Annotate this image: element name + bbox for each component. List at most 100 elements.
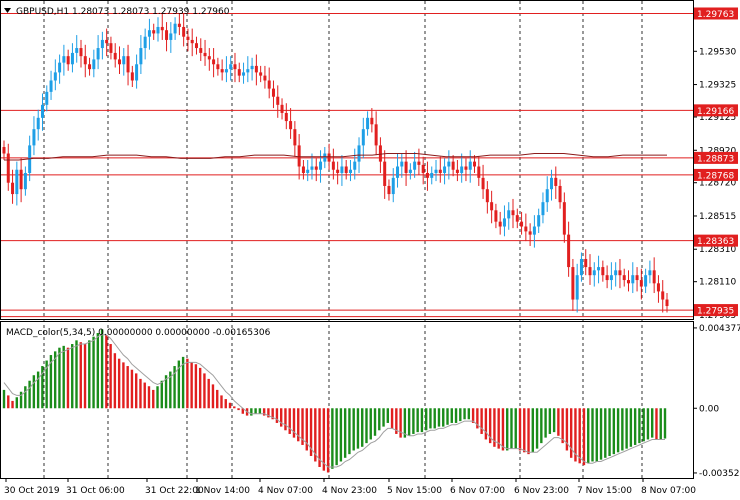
macd-bar: [348, 408, 351, 455]
macd-pane[interactable]: [0, 321, 694, 479]
macd-bar: [7, 395, 10, 409]
macd-bar: [535, 408, 539, 449]
macd-bar: [211, 384, 215, 409]
candle-body: [109, 43, 113, 53]
macd-bar: [552, 408, 556, 433]
candle-body: [75, 48, 79, 53]
macd-bar: [544, 408, 547, 438]
macd-bar: [476, 408, 479, 429]
candle-body: [537, 215, 541, 227]
candle-body: [45, 91, 49, 105]
candle-body: [92, 59, 96, 70]
candle-body: [396, 166, 400, 178]
candle-body: [622, 275, 626, 281]
candle-body: [494, 210, 498, 222]
candle-body: [105, 39, 109, 44]
candle-body: [417, 161, 421, 165]
macd-bar: [173, 366, 176, 409]
candle-body: [473, 161, 477, 167]
macd-bar: [518, 408, 522, 451]
candle-body: [147, 30, 151, 37]
level-label-box: [694, 304, 738, 317]
macd-bar: [488, 408, 492, 444]
candle-body: [284, 112, 288, 122]
candle-body: [173, 23, 177, 34]
time-label: 31 Oct 06:00: [66, 486, 125, 496]
macd-bar: [390, 408, 394, 429]
macd-bar: [318, 408, 321, 467]
candle-body: [267, 80, 271, 89]
time-label: 6 Nov 23:00: [514, 486, 569, 496]
macd-bar: [510, 408, 513, 449]
macd-bar: [181, 356, 185, 409]
candle-body: [152, 30, 156, 34]
candle-body: [588, 267, 592, 276]
macd-bar: [386, 408, 390, 423]
candle-body: [644, 275, 648, 287]
macd-bar: [591, 408, 594, 462]
candle-body: [528, 231, 532, 235]
macd-bar: [36, 371, 40, 409]
candle-body: [485, 189, 489, 203]
candle-body: [541, 202, 545, 216]
candle-body: [242, 72, 246, 76]
macd-bar: [220, 395, 223, 409]
candle-body: [117, 59, 121, 65]
level-label-box: [694, 104, 738, 117]
candle-body: [340, 166, 344, 173]
candle-body: [464, 166, 468, 170]
candle-body: [383, 161, 387, 186]
candle-body: [404, 161, 408, 173]
candle-body: [661, 291, 665, 300]
candle-body: [635, 275, 639, 281]
macd-bar: [501, 408, 505, 451]
candle-body: [79, 48, 83, 57]
macd-bar: [267, 408, 270, 418]
macd-signal-line: [3, 334, 665, 468]
candle-body: [310, 166, 314, 170]
candle-body: [571, 267, 575, 300]
macd-bar: [651, 408, 654, 438]
macd-bar: [412, 408, 415, 434]
candle-body: [597, 267, 601, 271]
macd-bar: [79, 342, 82, 409]
candle-body: [122, 56, 126, 65]
macd-bar: [638, 408, 641, 444]
candle-body: [532, 226, 536, 235]
symbol-dropdown-icon[interactable]: [4, 8, 11, 13]
candle-body: [6, 153, 10, 183]
macd-bar: [416, 408, 419, 433]
macd-bar: [378, 408, 381, 431]
candle-body: [584, 258, 588, 268]
macd-bar: [305, 408, 308, 451]
macd-bar: [531, 408, 534, 453]
candle-body: [11, 182, 15, 195]
macd-bar: [407, 408, 411, 436]
macd-bar: [454, 408, 458, 423]
candle-body: [425, 172, 429, 178]
candle-body: [62, 56, 66, 63]
candle-body: [430, 172, 434, 178]
macd-bar: [595, 408, 598, 462]
candle-body: [601, 267, 605, 276]
macd-tick-label: 0.00: [699, 404, 719, 414]
candle-body: [301, 166, 305, 173]
candle-body: [455, 169, 459, 173]
time-label: 31 Oct 22:00: [145, 486, 204, 496]
macd-bar: [254, 408, 257, 414]
macd-bar: [135, 373, 138, 409]
macd-bar: [92, 336, 95, 409]
candle-body: [19, 169, 23, 190]
candle-body: [169, 33, 173, 40]
candle-body: [66, 56, 70, 65]
macd-bar: [429, 408, 432, 429]
macd-bar: [71, 344, 74, 409]
macd-bar: [279, 408, 283, 427]
candle-body: [126, 56, 130, 73]
macd-bar: [484, 408, 488, 440]
macd-bar: [233, 406, 236, 409]
macd-bar: [288, 408, 291, 434]
macd-bar: [399, 408, 402, 438]
candle-body: [224, 69, 228, 73]
